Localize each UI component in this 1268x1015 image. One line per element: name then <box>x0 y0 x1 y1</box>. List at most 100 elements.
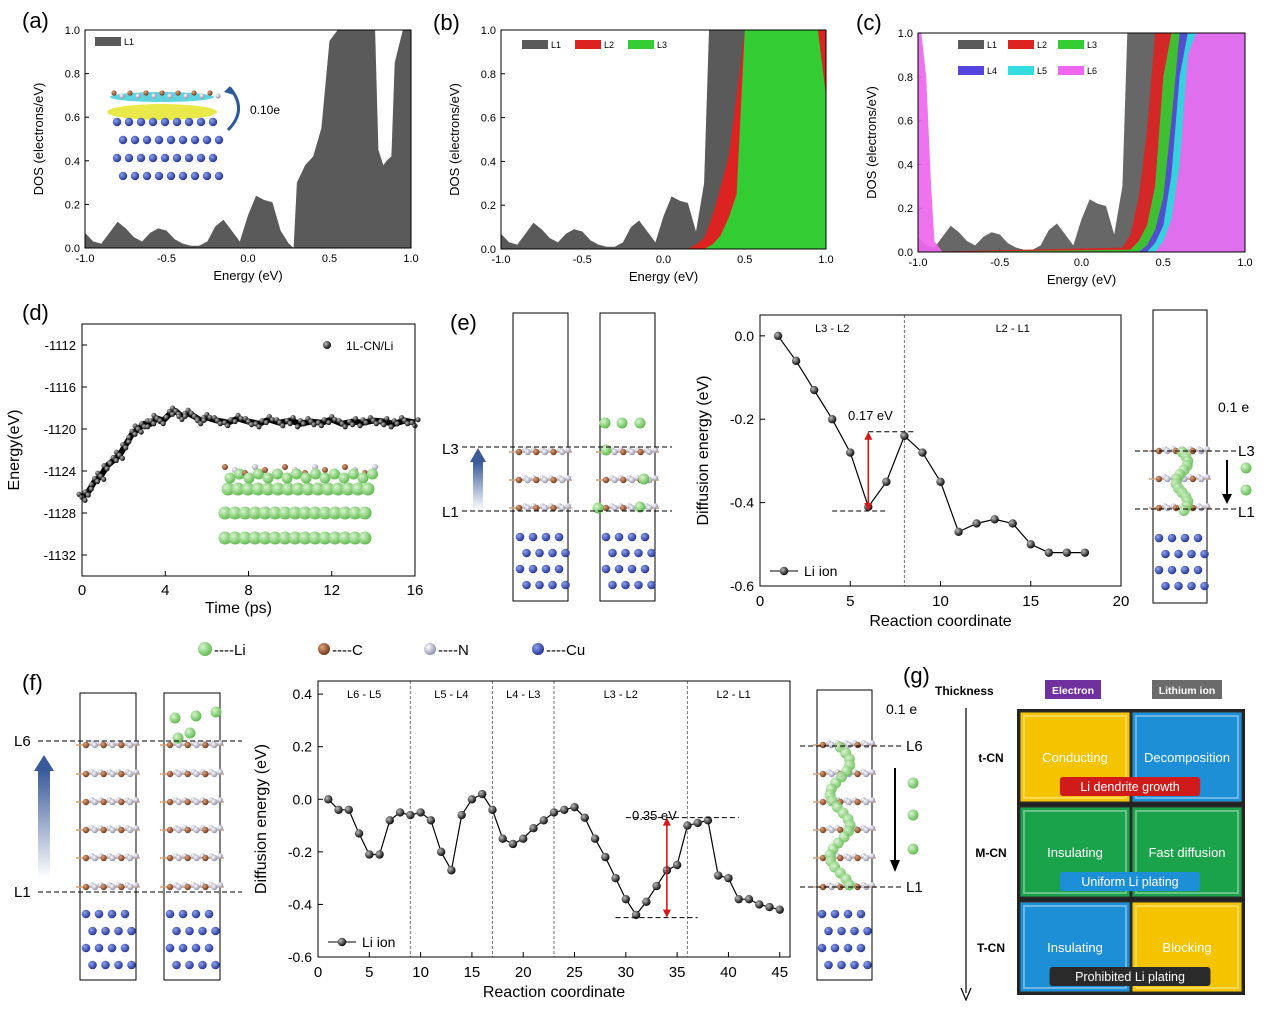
barrier-label-f: 0.35 eV <box>632 808 677 823</box>
energy-point <box>775 905 784 914</box>
n-atom <box>133 797 140 803</box>
energy-marker <box>363 420 369 426</box>
c-atom <box>515 476 523 484</box>
x-tick-label: 5 <box>365 964 373 981</box>
cu-atom <box>88 926 97 936</box>
aimd-structure-inset <box>218 464 378 545</box>
energy-marker <box>138 429 144 435</box>
c-atom <box>143 90 149 96</box>
energy-point <box>1080 548 1090 557</box>
area-series-group <box>501 30 826 249</box>
li-atom <box>288 506 302 520</box>
n-atom <box>167 93 173 99</box>
li-atom <box>319 472 331 484</box>
c-atom <box>262 467 268 473</box>
energy-point <box>621 894 631 904</box>
downward-arrowhead <box>890 860 900 872</box>
cu-atom <box>541 532 551 542</box>
c-atom <box>100 883 107 891</box>
cu-atom <box>614 564 624 574</box>
energy-point <box>426 816 436 825</box>
y-tick-label: -0.6 <box>730 578 754 594</box>
cell-box <box>1152 309 1208 604</box>
n-atom <box>565 447 572 453</box>
n-atom <box>193 854 200 862</box>
cu-atom <box>185 926 194 936</box>
n-atom <box>91 741 99 749</box>
c-atom <box>100 770 107 778</box>
cu-atom <box>1167 533 1177 543</box>
energy-point <box>703 816 713 825</box>
cu-atom <box>148 153 158 163</box>
cu-atom <box>101 926 110 936</box>
n-atom <box>109 798 116 806</box>
atomic-model <box>509 447 572 590</box>
x-tick-label: 20 <box>1113 593 1130 610</box>
c-atom <box>515 448 523 456</box>
c-atom <box>854 798 861 806</box>
li-path-atom <box>843 879 855 891</box>
n-atom <box>217 825 224 831</box>
li-atom <box>599 417 611 429</box>
summary-text: Prohibited Li plating <box>1075 970 1185 984</box>
li-atom <box>616 417 628 429</box>
n-atom <box>828 826 835 834</box>
n-atom <box>199 93 205 99</box>
x-tick-label: 30 <box>617 964 634 981</box>
c-atom <box>837 854 844 862</box>
charge-density-inset-a <box>107 86 240 181</box>
n-atom <box>1164 475 1171 483</box>
c-atom <box>1189 475 1197 483</box>
table-cell-text: Fast diffusion <box>1148 845 1225 860</box>
legend-swatch-L3 <box>1058 40 1084 49</box>
c-atom <box>602 504 610 512</box>
li-atom <box>301 482 315 496</box>
energy-point <box>1044 548 1054 557</box>
x-tick-label: -0.5 <box>573 254 592 266</box>
n-atom <box>559 504 566 512</box>
x-tick-label: -1.0 <box>492 254 511 266</box>
cell-bevel <box>1023 810 1127 894</box>
n-atom <box>109 741 116 749</box>
energy-marker <box>263 419 269 426</box>
cu-atom <box>214 171 224 181</box>
barrier-arrowhead-up <box>864 431 873 440</box>
n-atom <box>217 797 224 803</box>
energy-point <box>765 902 774 912</box>
cu-atom <box>830 943 840 953</box>
panel-label-b: (b) <box>433 10 460 35</box>
energy-marker <box>415 417 421 423</box>
y-tick-label: 0.6 <box>481 113 496 125</box>
n-atom <box>1204 446 1211 452</box>
cu-atom <box>94 909 104 919</box>
y-tick-label: 1.0 <box>481 25 496 37</box>
cu-atom <box>1200 549 1209 559</box>
energy-point <box>344 805 353 814</box>
c-atom <box>637 448 644 456</box>
n-atom <box>109 770 116 778</box>
cu-atom <box>856 943 866 953</box>
x-tick-label: 15 <box>464 964 481 981</box>
energy-marker <box>287 421 293 427</box>
cu-atom <box>198 960 207 970</box>
column-header: Electron <box>1052 685 1094 697</box>
legend-label-L1: L1 <box>124 37 134 47</box>
c-atom <box>202 854 209 862</box>
y-tick-label: -1124 <box>44 464 76 479</box>
n-atom <box>217 769 224 775</box>
c-atom <box>515 504 523 512</box>
energy-point <box>447 866 456 875</box>
n-atom <box>628 476 636 484</box>
cu-atom <box>1154 565 1164 575</box>
cu-atom <box>184 117 194 127</box>
legend: L1 <box>95 37 134 47</box>
n-atom <box>91 826 99 834</box>
cu-atom <box>863 926 872 936</box>
legend-label-L1: L1 <box>987 40 997 50</box>
layer-label-e-right-top: L3 <box>1238 443 1255 460</box>
cu-atom <box>211 960 220 970</box>
cu-atom <box>124 153 134 163</box>
c-atom <box>202 741 209 749</box>
li-atom <box>634 417 646 429</box>
li-atom <box>210 706 222 718</box>
